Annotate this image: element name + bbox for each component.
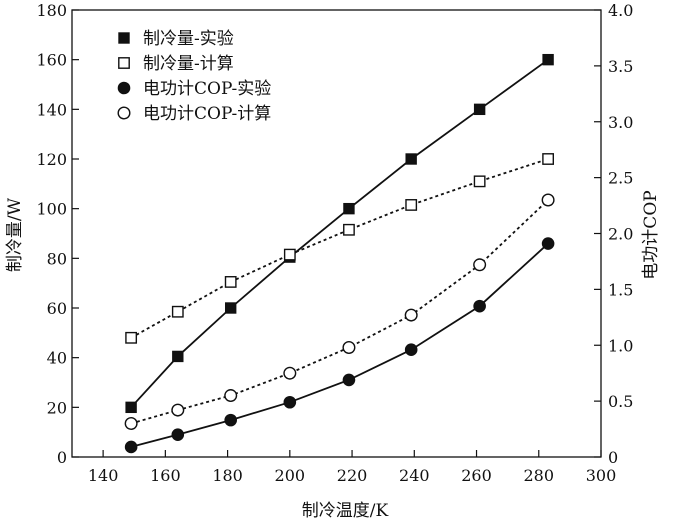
series-3-point <box>342 373 356 387</box>
series-line-4 <box>130 199 549 425</box>
series-1-point <box>473 103 486 116</box>
series-2-point <box>405 199 418 211</box>
y-right-axis-title: 电功计COP <box>641 190 661 279</box>
series-line-2 <box>130 158 549 339</box>
legend-marker-4 <box>117 106 131 120</box>
y-left-tick-label: 20 <box>47 398 67 417</box>
series-4 <box>124 193 555 430</box>
y-right-tick-label: 3.0 <box>608 113 633 132</box>
series-4-point <box>404 308 418 322</box>
series-3 <box>124 237 555 454</box>
y-left-tick-label: 40 <box>47 349 67 368</box>
y-left-tick-label: 180 <box>36 1 67 20</box>
series-line-3 <box>130 242 549 448</box>
series-1 <box>125 53 554 414</box>
plot-frame <box>71 9 602 458</box>
legend-label-3: 电功计COP-实验 <box>143 79 271 99</box>
series-2-point <box>125 331 138 344</box>
legend-marker-1 <box>118 32 130 44</box>
series-3-point <box>124 440 138 454</box>
y-left-tick-label: 0 <box>57 448 67 467</box>
y-left-tick-label: 60 <box>47 299 67 318</box>
series-2 <box>125 153 555 344</box>
y-right-tick-label: 2.0 <box>608 225 633 244</box>
series-2-point <box>473 175 486 188</box>
series-2-point <box>283 248 296 261</box>
x-tick-label: 200 <box>275 466 306 485</box>
x-tick-label: 160 <box>150 466 181 485</box>
y-right-tick-label: 4.0 <box>608 1 633 20</box>
series-4-point <box>342 340 356 354</box>
legend-label-2: 制冷量-计算 <box>143 54 234 74</box>
series-3-point <box>224 413 237 427</box>
series-4-point <box>224 389 238 403</box>
legend-marker-2 <box>118 57 130 69</box>
y-left-tick-label: 80 <box>47 249 67 268</box>
legend-marker-3 <box>117 81 131 95</box>
y-right-tick-label: 0 <box>608 448 618 467</box>
series-4-point <box>171 403 185 417</box>
legend-label-1: 制冷量-实验 <box>143 29 234 49</box>
series-1-point <box>172 350 184 363</box>
series-line-1 <box>130 58 549 408</box>
y-left-tick-label: 100 <box>36 200 67 219</box>
series-1-point <box>125 401 137 414</box>
series-1-point <box>542 53 554 66</box>
y-right-tick-label: 1.5 <box>608 280 633 299</box>
y-left-axis-title: 制冷量/W <box>5 197 25 272</box>
series-1-point <box>225 302 237 314</box>
x-tick-label: 240 <box>399 466 430 485</box>
series-3-point <box>283 395 297 409</box>
x-tick-label: 180 <box>212 466 243 485</box>
x-tick-label: 140 <box>88 466 119 485</box>
series-4-point <box>541 193 555 207</box>
series-3-point <box>171 428 185 441</box>
y-right-tick-label: 1.0 <box>608 336 633 355</box>
series-3-point <box>541 237 555 250</box>
y-left-tick-label: 120 <box>36 150 67 169</box>
series-2-point <box>542 153 555 165</box>
x-tick-label: 300 <box>586 466 617 485</box>
x-axis-title: 制冷温度/K <box>302 501 389 521</box>
y-right-tick-label: 3.5 <box>608 57 633 76</box>
series-2-point <box>171 305 184 318</box>
y-right-tick-label: 2.5 <box>608 169 633 188</box>
x-tick-label: 260 <box>461 466 492 485</box>
y-right-tick-label: 0.5 <box>608 392 633 411</box>
x-tick-label: 280 <box>523 466 554 485</box>
series-4-point <box>283 366 297 380</box>
x-tick-label: 220 <box>337 466 368 485</box>
series-4-point <box>473 258 487 272</box>
y-left-tick-label: 140 <box>36 100 67 119</box>
series-1-point <box>405 153 417 165</box>
series-3-point <box>404 343 418 357</box>
series-4-point <box>124 416 138 430</box>
series-2-point <box>343 223 355 236</box>
y-left-tick-label: 160 <box>36 51 67 70</box>
series-2-point <box>224 276 237 288</box>
series-1-point <box>343 202 355 215</box>
series-3-point <box>473 299 486 313</box>
legend-label-4: 电功计COP-计算 <box>143 104 271 124</box>
